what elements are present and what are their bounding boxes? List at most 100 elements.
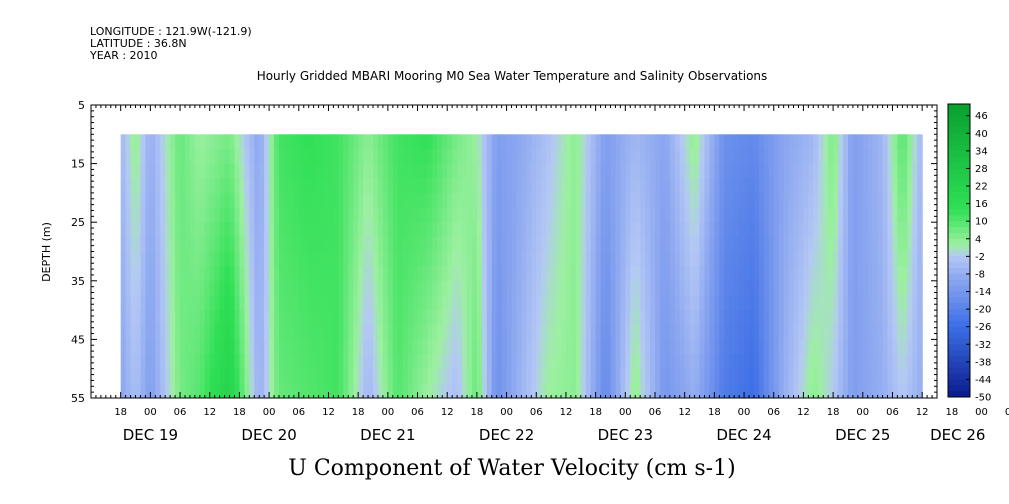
heatmap-cell: [442, 266, 448, 282]
heatmap-cell: [209, 134, 216, 150]
heatmap-cell: [843, 280, 849, 297]
heatmap-cell: [303, 207, 310, 223]
heatmap-cell: [808, 324, 814, 340]
heatmap-cell: [551, 310, 557, 326]
heatmap-cell: [392, 324, 399, 340]
heatmap-cell: [808, 207, 814, 223]
heatmap-cell: [531, 178, 537, 194]
heatmap-cell: [788, 280, 795, 297]
heatmap-cell: [165, 222, 171, 238]
heatmap-cell: [209, 207, 216, 223]
heatmap-cell: [358, 368, 364, 384]
heatmap-cell: [620, 266, 626, 282]
heatmap-cell: [852, 310, 859, 326]
heatmap-cell: [471, 310, 478, 326]
heatmap-cell: [610, 354, 617, 370]
heatmap-cell: [679, 310, 686, 326]
heatmap-cell: [669, 207, 676, 223]
heatmap-cell: [912, 383, 918, 398]
heatmap-cell: [630, 134, 636, 150]
heatmap-cell: [298, 134, 305, 150]
heatmap-cell: [650, 251, 656, 267]
heatmap-cell: [704, 134, 711, 150]
heatmap-cell: [491, 134, 498, 150]
heatmap-cell: [590, 192, 597, 209]
heatmap-cell: [338, 178, 344, 194]
heatmap-cell: [912, 266, 918, 282]
x-hour-label: 06: [886, 407, 899, 418]
heatmap-cell: [590, 207, 597, 223]
heatmap-cell: [536, 148, 542, 165]
heatmap-cell: [739, 222, 745, 238]
heatmap-cell: [521, 354, 527, 370]
heatmap-cell: [709, 222, 715, 238]
heatmap-cell: [818, 207, 824, 223]
heatmap-cell: [798, 368, 805, 384]
heatmap-cell: [600, 280, 607, 297]
heatmap-cell: [758, 383, 765, 398]
heatmap-cell: [803, 192, 809, 209]
heatmap-cell: [338, 324, 344, 340]
heatmap-cell: [135, 178, 142, 194]
heatmap-cell: [758, 354, 765, 370]
heatmap-cell: [471, 178, 478, 194]
heatmap-cell: [447, 251, 453, 267]
heatmap-cell: [887, 192, 894, 209]
heatmap-cell: [724, 207, 730, 223]
heatmap-cell: [407, 163, 414, 179]
heatmap-cell: [437, 251, 443, 267]
heatmap-cell: [902, 339, 908, 355]
heatmap-cell: [432, 134, 438, 150]
heatmap-cell: [506, 354, 513, 370]
heatmap-cell: [758, 368, 765, 384]
heatmap-cell: [843, 148, 849, 165]
heatmap-cell: [224, 310, 231, 326]
heatmap-cell: [189, 178, 196, 194]
heatmap-cell: [323, 192, 330, 209]
heatmap-cell: [877, 280, 884, 297]
heatmap-cell: [625, 251, 631, 267]
heatmap-cell: [269, 148, 275, 165]
heatmap-cell: [788, 178, 795, 194]
heatmap-cell: [189, 251, 196, 267]
heatmap-cell: [625, 236, 631, 253]
heatmap-cell: [808, 383, 814, 398]
heatmap-cell: [734, 192, 740, 209]
heatmap-cell: [575, 354, 582, 370]
heatmap-cell: [269, 383, 275, 398]
heatmap-cell: [155, 280, 161, 297]
heatmap-cell: [783, 383, 790, 398]
heatmap-cell: [808, 178, 814, 194]
heatmap-cell: [209, 368, 216, 384]
heatmap-cell: [546, 368, 552, 384]
heatmap-cell: [833, 368, 839, 384]
heatmap-cell: [377, 178, 384, 194]
heatmap-cell: [481, 266, 488, 282]
heatmap-cell: [145, 207, 151, 223]
heatmap-cell: [773, 178, 780, 194]
heatmap-cell: [377, 192, 384, 209]
heatmap-cell: [432, 310, 438, 326]
heatmap-cell: [224, 354, 231, 370]
heatmap-cell: [471, 134, 478, 150]
heatmap-cell: [610, 222, 617, 238]
heatmap-cell: [333, 324, 339, 340]
heatmap-cell: [862, 354, 869, 370]
heatmap-cell: [303, 295, 310, 311]
heatmap-cell: [437, 266, 443, 282]
heatmap-cell: [442, 178, 448, 194]
heatmap-cell: [872, 280, 879, 297]
heatmap-cell: [882, 236, 889, 253]
heatmap-cell: [867, 163, 874, 179]
colorbar-swatch: [948, 291, 970, 298]
heatmap-cell: [199, 178, 206, 194]
heatmap-cell: [625, 207, 631, 223]
heatmap-cell: [402, 207, 409, 223]
heatmap-cell: [625, 324, 631, 340]
heatmap-cell: [293, 134, 300, 150]
colorbar-swatch: [948, 279, 970, 287]
heatmap-cell: [650, 295, 656, 311]
heatmap-cell: [501, 383, 508, 398]
heatmap-cell: [234, 383, 241, 398]
heatmap-cell: [293, 163, 300, 179]
